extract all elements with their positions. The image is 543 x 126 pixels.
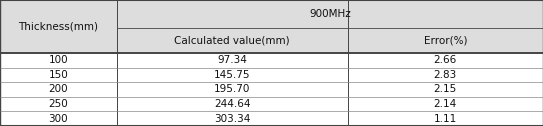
Text: 2.14: 2.14 (434, 99, 457, 109)
Text: 2.83: 2.83 (434, 70, 457, 80)
Text: 200: 200 (48, 84, 68, 94)
Text: 97.34: 97.34 (217, 55, 247, 65)
Text: 900MHz: 900MHz (309, 9, 351, 19)
Text: 244.64: 244.64 (214, 99, 250, 109)
Bar (0, 111, 117, 126)
Bar (0, 82, 117, 97)
Text: Error(%): Error(%) (424, 35, 467, 45)
Text: 300: 300 (48, 114, 68, 124)
Text: 250: 250 (48, 99, 68, 109)
Text: 100: 100 (48, 55, 68, 65)
Bar (0, 53, 117, 68)
Text: 2.66: 2.66 (434, 55, 457, 65)
Bar (0, 97, 117, 111)
Bar (348, 97, 543, 111)
Bar (0, 68, 117, 82)
Text: Thickness(mm): Thickness(mm) (18, 21, 98, 32)
Bar (117, 28, 348, 53)
Text: 1.11: 1.11 (434, 114, 457, 124)
Text: Calculated value(mm): Calculated value(mm) (174, 35, 290, 45)
Bar (117, 82, 348, 97)
Bar (348, 68, 543, 82)
Text: 145.75: 145.75 (214, 70, 250, 80)
Bar (348, 28, 543, 53)
Bar (117, 53, 348, 68)
Bar (0, 0, 117, 53)
Bar (348, 111, 543, 126)
Text: 303.34: 303.34 (214, 114, 250, 124)
Bar (117, 0, 543, 28)
Text: 195.70: 195.70 (214, 84, 250, 94)
Text: 150: 150 (48, 70, 68, 80)
Bar (348, 53, 543, 68)
Bar (117, 111, 348, 126)
Bar (117, 97, 348, 111)
Bar (348, 82, 543, 97)
Text: 2.15: 2.15 (434, 84, 457, 94)
Bar (117, 68, 348, 82)
